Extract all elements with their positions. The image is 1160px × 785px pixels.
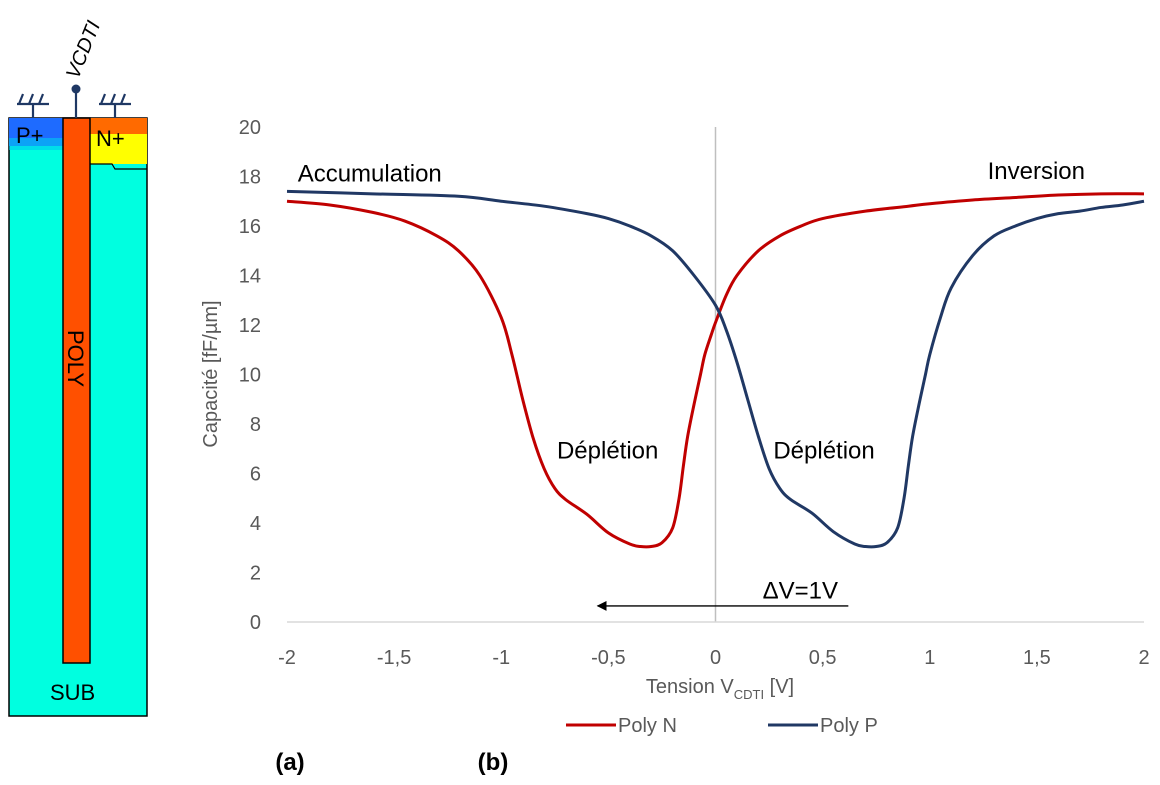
x-tick-label: 1,5 bbox=[1023, 647, 1051, 669]
legend-label: Poly N bbox=[618, 715, 677, 737]
legend-label: Poly P bbox=[820, 715, 878, 737]
x-axis-title-main: Tension V bbox=[646, 676, 734, 698]
y-axis-title: Capacité [fF/µm] bbox=[200, 300, 222, 447]
y-tick-label: 6 bbox=[250, 464, 261, 486]
panel-a-label: (a) bbox=[275, 749, 304, 776]
annotation-label: Accumulation bbox=[298, 160, 442, 187]
device-cross-section: P+ N+ POLY SUB VCDTI bbox=[8, 18, 148, 717]
y-tick-label: 20 bbox=[239, 117, 261, 139]
x-tick-label: 0 bbox=[710, 647, 721, 669]
x-axis-title: Tension VCDTI [V] bbox=[646, 676, 794, 702]
x-tick-label: -2 bbox=[278, 647, 296, 669]
poly-label: POLY bbox=[63, 330, 88, 387]
x-tick-label: -1,5 bbox=[377, 647, 411, 669]
y-axis-ticks: 0 2 4 6 8 10 12 14 16 18 20 bbox=[239, 117, 261, 634]
legend: Poly N Poly P bbox=[566, 715, 878, 737]
right-ground-terminal bbox=[99, 93, 131, 118]
series-line-poly-p bbox=[286, 189, 1145, 549]
y-tick-label: 2 bbox=[250, 563, 261, 585]
x-tick-label: -1 bbox=[492, 647, 510, 669]
x-axis-ticks: -2 -1,5 -1 -0,5 0 0,5 1 1,5 2 bbox=[278, 647, 1149, 669]
annotation-label: Inversion bbox=[988, 158, 1085, 185]
annotation-label: Déplétion bbox=[557, 438, 658, 465]
x-tick-label: 2 bbox=[1138, 647, 1149, 669]
p-plus-gradient bbox=[9, 138, 63, 150]
poly-trench bbox=[62, 117, 91, 664]
y-tick-label: 14 bbox=[239, 266, 261, 288]
series-line-poly-n bbox=[286, 192, 1145, 549]
series-layer bbox=[286, 189, 1145, 549]
x-tick-label: 1 bbox=[924, 647, 935, 669]
vcdti-terminal bbox=[71, 84, 81, 118]
y-tick-label: 8 bbox=[250, 414, 261, 436]
p-plus-label: P+ bbox=[16, 123, 44, 148]
annotation-label: ΔV=1V bbox=[763, 577, 838, 604]
left-ground-terminal bbox=[17, 93, 49, 118]
x-tick-label: 0,5 bbox=[809, 647, 837, 669]
n-plus-top bbox=[90, 118, 147, 134]
y-tick-label: 16 bbox=[239, 216, 261, 238]
x-axis-title-sub: CDTI bbox=[734, 687, 764, 702]
x-tick-label: -0,5 bbox=[591, 647, 625, 669]
y-tick-label: 0 bbox=[250, 612, 261, 634]
panel-b-label: (b) bbox=[478, 749, 509, 776]
annotation-label: Déplétion bbox=[773, 438, 874, 465]
y-tick-label: 12 bbox=[239, 315, 261, 337]
x-axis-title-unit: [V] bbox=[764, 676, 794, 698]
n-plus-label: N+ bbox=[96, 126, 125, 151]
y-tick-label: 4 bbox=[250, 513, 261, 535]
vcdti-label: VCDTI bbox=[62, 18, 105, 82]
y-tick-label: 18 bbox=[239, 167, 261, 189]
n-plus-junction bbox=[90, 163, 147, 170]
y-tick-label: 10 bbox=[239, 365, 261, 387]
sub-label: SUB bbox=[50, 680, 95, 705]
annotation-layer: Accumulation Inversion Déplétion Déplétion Δ… bbox=[298, 158, 1085, 605]
